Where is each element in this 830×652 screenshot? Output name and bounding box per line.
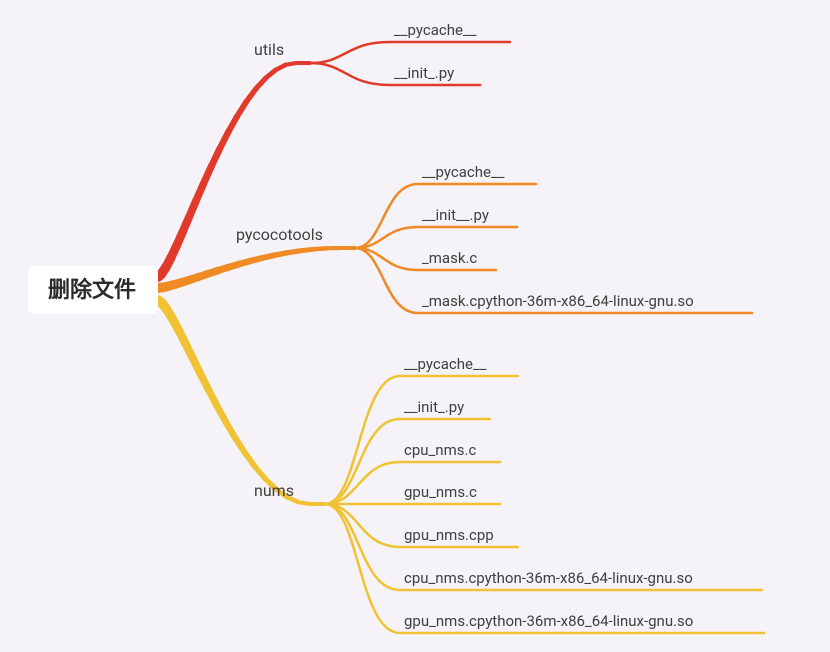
leaf-label: cpu_nms.cpython-36m-x86_64-linux-gnu.so: [404, 569, 693, 587]
leaf-label: __init__.py: [422, 206, 489, 224]
leaf-label: cpu_nms.c: [404, 441, 476, 459]
mindmap-canvas: utils __pycache__ __init_.py pycocotools __p…: [0, 0, 830, 652]
leaf-label: __pycache__: [404, 355, 487, 373]
leaf-label: __pycache__: [394, 21, 477, 39]
leaf-label: __pycache__: [422, 163, 505, 181]
leaf-label: gpu_nms.cpp: [404, 526, 494, 544]
leaf-label: gpu_nms.c: [404, 483, 477, 501]
leaf-label: __init_.py: [404, 398, 464, 416]
leaf-label: gpu_nms.cpython-36m-x86_64-linux-gnu.so: [404, 612, 693, 630]
root-label: 删除文件: [48, 277, 136, 303]
branch-label-nums: nums: [254, 481, 294, 500]
leaf-label: __init_.py: [394, 64, 454, 82]
leaf-label: _mask.cpython-36m-x86_64-linux-gnu.so: [422, 292, 694, 310]
leaf-label: _mask.c: [422, 249, 477, 267]
branch-label-utils: utils: [254, 40, 284, 59]
branch-label-pycocotools: pycocotools: [236, 225, 323, 244]
